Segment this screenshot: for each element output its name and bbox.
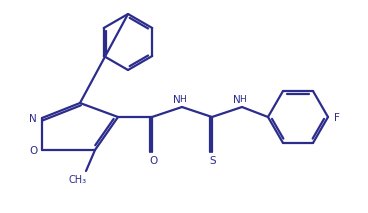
Text: O: O [29,146,37,156]
Text: N: N [29,114,37,124]
Text: H: H [240,95,246,105]
Text: N: N [173,95,181,105]
Text: O: O [149,156,157,166]
Text: F: F [334,113,340,123]
Text: S: S [210,156,216,166]
Text: CH₃: CH₃ [69,175,87,185]
Text: N: N [233,95,241,105]
Text: H: H [180,95,186,105]
